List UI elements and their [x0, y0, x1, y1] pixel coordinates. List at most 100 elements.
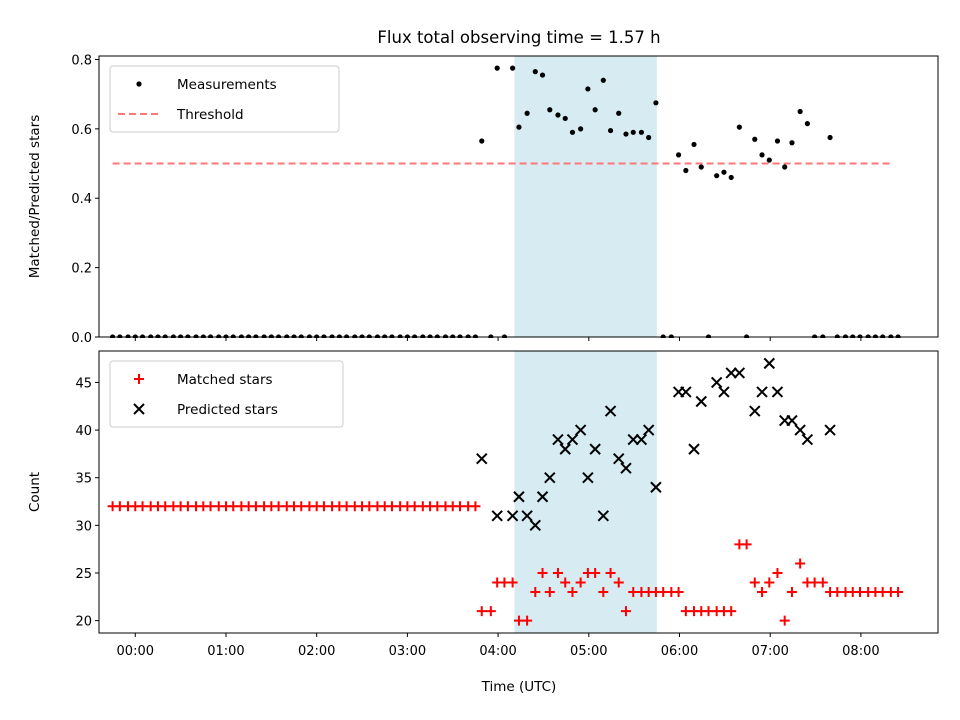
predicted-star-point [642, 424, 655, 436]
matched-star-point [544, 587, 555, 598]
measurement-point [623, 131, 629, 137]
x-tick-label: 02:00 [298, 644, 335, 659]
legend-label: Matched stars [177, 372, 273, 388]
measurement-point [721, 169, 727, 175]
y-tick-label: 25 [75, 567, 92, 582]
legend-box [109, 360, 344, 428]
matched-star-point [779, 615, 790, 626]
matched-star-point [560, 577, 571, 588]
measurement-point [562, 115, 568, 122]
measurement-point [539, 72, 546, 78]
measurement-point [827, 134, 833, 141]
observing-window-span [514, 56, 657, 337]
predicted-star-point [521, 510, 533, 522]
matched-star-point [485, 606, 496, 617]
matched-star-point [507, 577, 518, 588]
y-tick-label: 0.2 [71, 262, 92, 277]
matched-star-point [893, 587, 904, 598]
predicted-star-point [604, 405, 617, 417]
measurement-point [494, 65, 500, 71]
y-tick-label: 30 [75, 519, 92, 534]
measurement-point [555, 112, 561, 118]
matched-star-point [470, 501, 481, 512]
measurement-point [675, 152, 682, 158]
measurement-point [714, 173, 720, 179]
measurement-point [578, 126, 584, 132]
matched-star-point [764, 577, 775, 588]
measurement-point [698, 164, 704, 170]
measurement-point [592, 107, 598, 113]
ratio-panel: 0.0 0.2 0.4 0.6 0.8 Matched/Predicted stars Me… [27, 53, 939, 346]
legend-label: Measurements [177, 77, 277, 93]
predicted-star-point [620, 462, 632, 474]
legend-label: Threshold [176, 107, 244, 123]
predicted-star-point [544, 472, 556, 484]
predicted-star-point [680, 386, 692, 398]
predicted-star-point [756, 386, 768, 398]
predicted-star-point [513, 491, 525, 503]
measurement-point [774, 138, 781, 144]
y-axis-label: Count [27, 472, 43, 512]
predicted-star-point [725, 367, 737, 379]
plot-area [110, 56, 901, 338]
measurement-point [736, 124, 742, 130]
predicted-star-point [627, 433, 639, 446]
x-tick-label: 04:00 [479, 644, 516, 659]
measurement-point [782, 164, 788, 170]
matched-star-point [605, 567, 616, 578]
predicted-star-point [733, 367, 746, 379]
matched-star-point [613, 577, 624, 588]
x-tick-label: 06:00 [661, 644, 698, 659]
measurement-point [510, 65, 516, 71]
measurement-point [691, 141, 697, 148]
predicted-star-point [476, 452, 488, 465]
measurement-point [638, 129, 645, 135]
matched-star-point [598, 587, 609, 598]
x-tick-label: 07:00 [751, 644, 788, 659]
legend-predicted-marker [133, 403, 145, 415]
y-axis-label: Matched/Predicted stars [27, 115, 43, 278]
predicted-star-point [589, 443, 601, 455]
predicted-star-point [635, 433, 648, 446]
measurement-point [728, 174, 734, 181]
predicted-star-point [566, 433, 579, 446]
measurement-point [547, 107, 553, 113]
measurement-point [532, 69, 538, 75]
predicted-star-point [552, 433, 564, 446]
predicted-star-point [650, 481, 662, 493]
y-tick-label: 20 [75, 615, 92, 630]
x-tick-label: 03:00 [389, 644, 426, 659]
legend-box [109, 65, 340, 133]
predicted-star-point [786, 414, 798, 427]
measurement-point [646, 134, 652, 141]
legend-matched-marker [134, 374, 144, 384]
plot-area [107, 351, 904, 633]
matched-star-point [741, 539, 752, 550]
measurement-point [616, 110, 622, 116]
measurement-point [759, 152, 765, 158]
x-axis-label: Time (UTC) [481, 679, 557, 695]
measurement-point [797, 108, 803, 115]
matched-star-point [537, 567, 548, 578]
predicted-star-point [794, 424, 806, 436]
predicted-star-point [688, 443, 700, 455]
measurement-point [630, 129, 636, 135]
measurement-point [653, 100, 659, 106]
measurement-point [766, 157, 772, 163]
legend-measurement-marker [136, 81, 142, 87]
measurement-point [479, 138, 485, 144]
matched-star-point [757, 587, 768, 598]
predicted-star-point [491, 510, 503, 522]
predicted-star-point [718, 386, 730, 398]
matched-star-point [522, 615, 533, 626]
measurement-point [804, 121, 810, 127]
predicted-star-point [771, 386, 784, 398]
matched-star-point [575, 577, 586, 588]
matched-star-point [552, 567, 563, 578]
legend-label: Predicted stars [177, 402, 278, 418]
axes-frame [98, 55, 939, 338]
legend: Matched stars Predicted stars [109, 360, 344, 428]
matched-star-point [772, 567, 783, 578]
measurement-point [752, 136, 758, 142]
